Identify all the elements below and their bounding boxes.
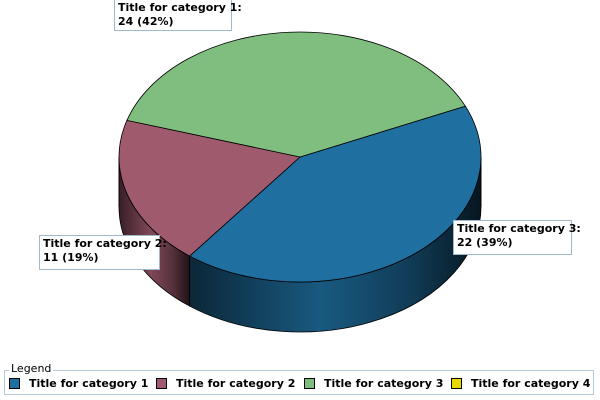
callout-2: Title for category 2:11 (19%) [39,235,167,270]
callout-box-1 [114,0,232,31]
pie-slice-1 [188,105,482,283]
pie-slice-2 [118,119,301,257]
legend-swatch-2 [156,378,167,389]
callout-text-2-2: 11 (19%) [43,251,99,264]
pie-chart: Title for category 1:24 (42%)Title for c… [39,0,581,333]
callout-3: Title for category 3:22 (39%) [453,220,581,255]
legend-title: Legend [9,362,54,375]
callout-text-3-2: 22 (39%) [457,236,513,249]
legend-label-2: Title for category 2 [176,377,296,390]
pie-callouts: Title for category 1:24 (42%)Title for c… [39,0,581,270]
legend-item-category-1: Title for category 1 [9,377,148,390]
legend-label-3: Title for category 3 [324,377,444,390]
callout-box-3 [453,220,572,255]
legend-swatch-1 [9,378,20,389]
callout-box-2 [39,235,160,270]
legend: Legend Title for category 1 Title for ca… [4,363,594,395]
callout-text-1-1: Title for category 1: [118,1,242,14]
callout-text-2-1: Title for category 2: [43,237,167,250]
callout-text-1-2: 24 (42%) [118,15,174,28]
legend-label-4: Title for category 4 [471,377,591,390]
callout-text-3-1: Title for category 3: [457,222,581,235]
legend-swatch-4 [451,378,462,389]
legend-label-1: Title for category 1 [29,377,149,390]
legend-item-category-2: Title for category 2 [156,377,295,390]
legend-item-category-3: Title for category 3 [304,377,443,390]
pie-top-faces [118,31,482,283]
pie-slice-3 [126,31,466,158]
callout-1: Title for category 1:24 (42%) [114,0,242,31]
legend-swatch-3 [304,378,315,389]
legend-item-category-4: Title for category 4 [451,377,590,390]
